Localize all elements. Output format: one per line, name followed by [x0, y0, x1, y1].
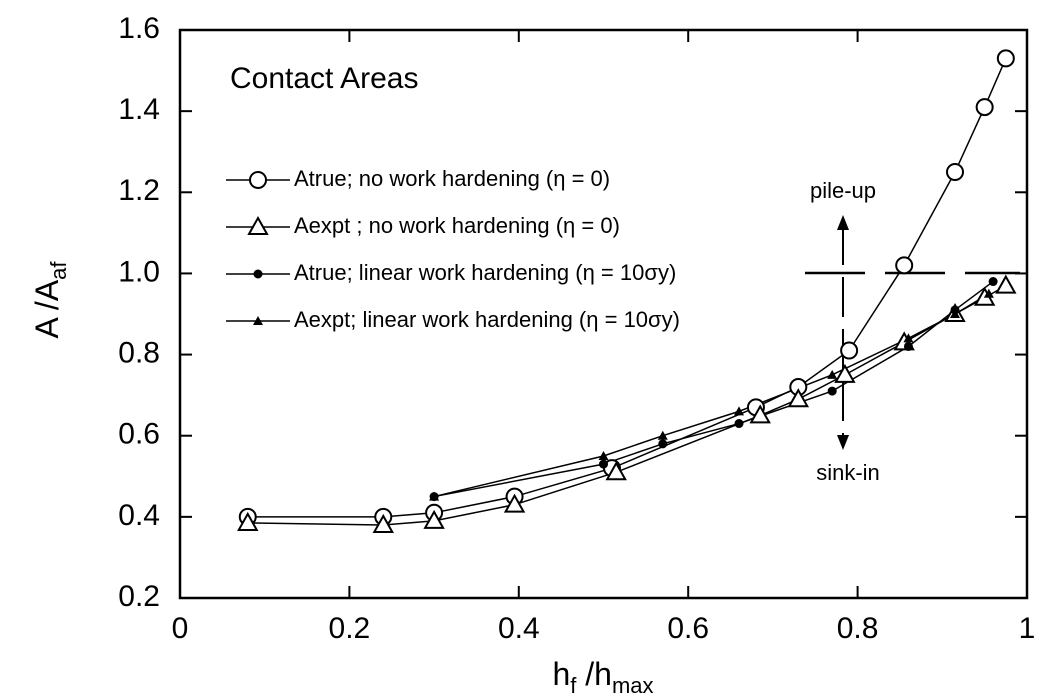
legend-marker: [249, 171, 267, 189]
point: [950, 309, 961, 318]
y-axis-label-part: A /A: [29, 279, 65, 338]
x-tick-label: 0.4: [498, 612, 540, 645]
x-tick-label: 0: [172, 612, 189, 645]
y-tick-label: 1.0: [118, 255, 160, 288]
plot-frame: [178, 28, 1029, 600]
arrow-head: [837, 435, 849, 450]
x-tick-label: 0.8: [837, 612, 879, 645]
point: [657, 430, 668, 440]
point: [429, 491, 440, 501]
point: [658, 439, 668, 449]
chart-title: Contact Areas: [230, 62, 418, 95]
legend-marker: [253, 269, 263, 279]
point: [983, 288, 994, 298]
point: [247, 215, 269, 235]
point: [988, 277, 998, 287]
arrow-head: [837, 215, 849, 230]
x-axis-label-part: max: [612, 673, 654, 698]
point: [827, 386, 837, 396]
point: [834, 363, 856, 383]
point: [827, 369, 838, 379]
y-tick-label: 0.2: [118, 580, 160, 613]
point: [903, 341, 913, 351]
point: [749, 404, 771, 424]
point: [372, 513, 394, 533]
y-axis-label: A /Aaf: [29, 261, 71, 339]
x-axis-label: hf /hmax: [552, 656, 653, 698]
point: [946, 163, 965, 181]
point: [423, 509, 445, 529]
point: [787, 388, 810, 408]
point: [237, 511, 259, 531]
point: [975, 98, 994, 117]
point: [503, 493, 526, 513]
y-tick-label: 1.6: [118, 12, 160, 45]
y-axis-label-part: af: [46, 261, 71, 280]
point: [253, 316, 263, 325]
x-axis-label-part: /h: [576, 656, 612, 692]
legend-label: Aexpt ; no work hardening (η = 0): [294, 213, 620, 238]
point: [734, 406, 745, 416]
legend-label: Atrue; no work hardening (η = 0): [294, 166, 610, 191]
y-tick-label: 1.2: [118, 174, 160, 207]
y-tick-label: 0.8: [118, 336, 160, 369]
x-tick-label: 0.2: [329, 612, 371, 645]
y-tick-label: 0.6: [118, 418, 160, 451]
legend-label: Aexpt; linear work hardening (η = 10σy): [294, 307, 680, 332]
annotation: sink-in: [816, 460, 880, 485]
y-tick-label: 1.4: [118, 93, 160, 126]
point: [598, 451, 609, 460]
point: [599, 459, 608, 469]
point: [903, 333, 914, 343]
point: [605, 461, 627, 481]
annotation: pile-up: [810, 178, 876, 203]
legend-marker: [247, 215, 269, 235]
point: [253, 269, 263, 279]
point: [249, 171, 267, 189]
point: [840, 341, 859, 360]
legend-label: Atrue; linear work hardening (η = 10σy): [294, 260, 676, 285]
point: [895, 256, 914, 275]
point: [734, 419, 744, 429]
point: [995, 274, 1017, 294]
x-tick-label: 1: [1019, 612, 1036, 645]
y-tick-label: 0.4: [118, 499, 160, 532]
legend-marker: [253, 316, 263, 325]
x-axis-label-part: f: [570, 673, 577, 698]
x-tick-label: 0.6: [667, 612, 709, 645]
x-axis-label-part: h: [552, 656, 570, 692]
point: [996, 49, 1015, 68]
